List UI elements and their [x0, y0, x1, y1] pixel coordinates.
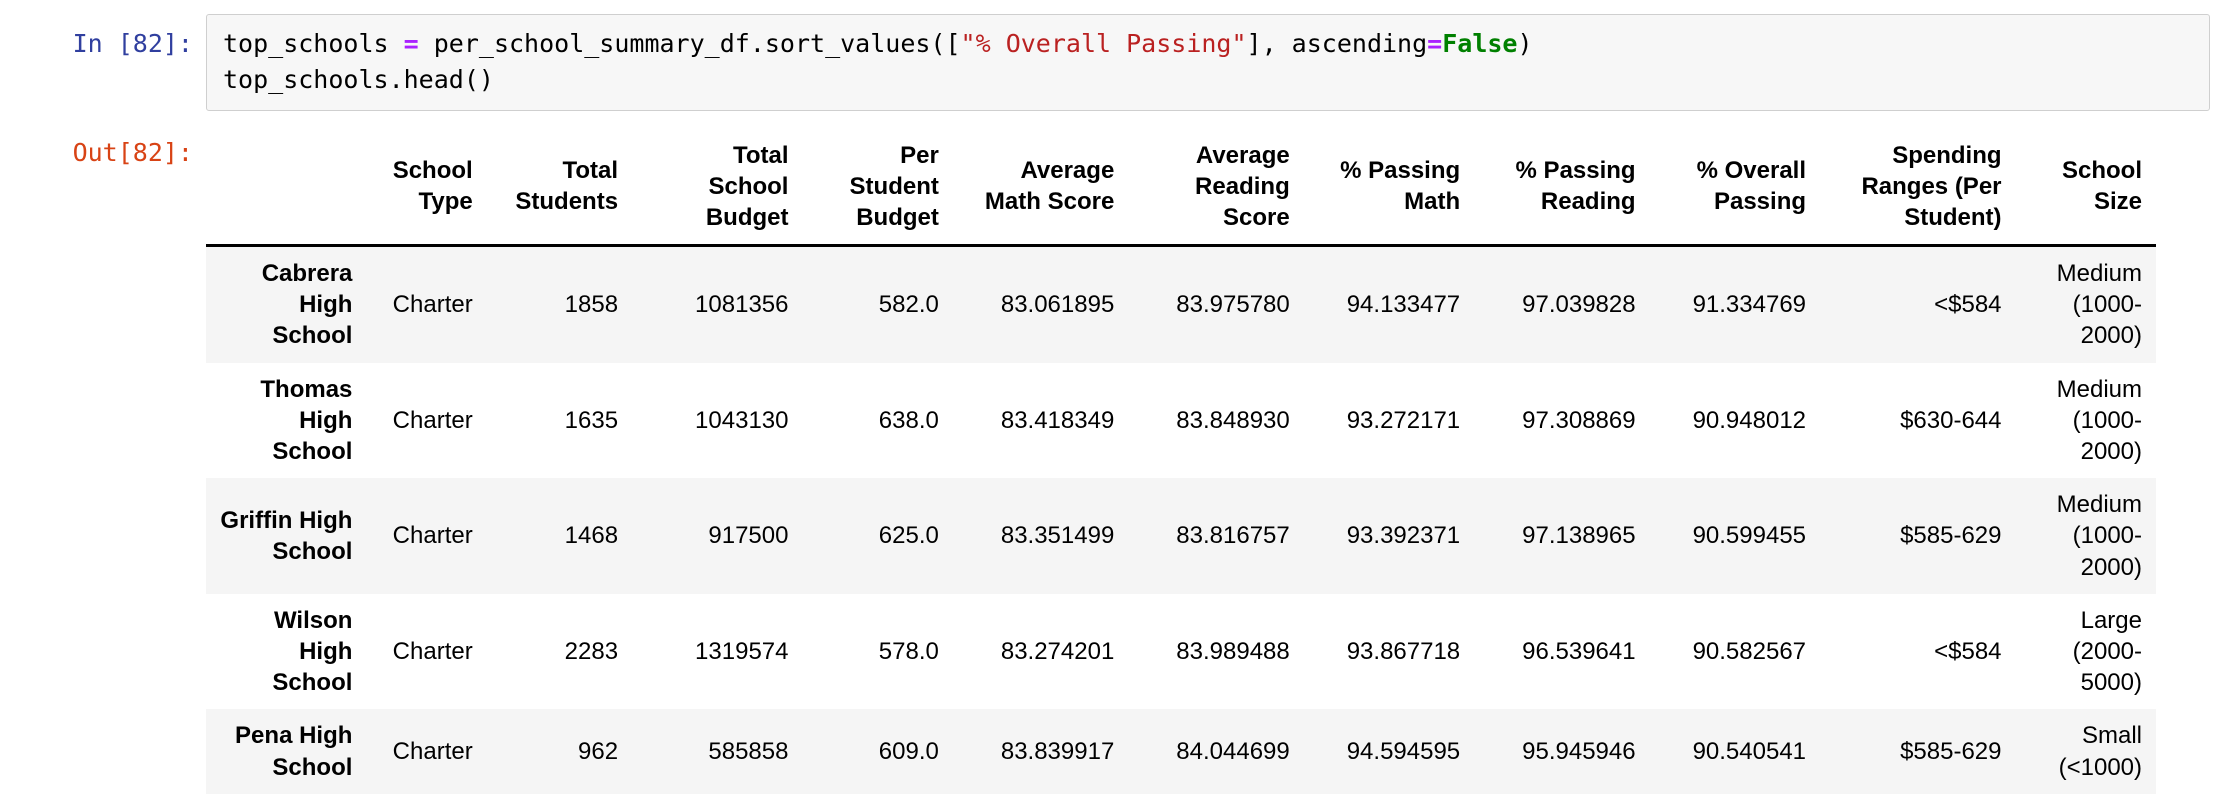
- table-cell: 90.948012: [1692, 406, 1807, 434]
- table-cell: 83.816757: [1176, 522, 1290, 550]
- table-cell: 625.0: [878, 522, 939, 550]
- code-editor[interactable]: top_schools = per_school_summary_df.sort…: [206, 14, 2210, 111]
- table-cell: 83.061895: [1000, 291, 1115, 319]
- table-cell: 90.582567: [1692, 637, 1807, 665]
- table-cell: 83.975780: [1176, 291, 1290, 319]
- table-cell: 90.599455: [1692, 522, 1807, 550]
- table-cell: 1468: [564, 522, 619, 550]
- table-cell: 582.0: [878, 291, 939, 319]
- column-header: Average Reading Score: [1128, 128, 1304, 248]
- column-header: School Size: [2015, 128, 2156, 248]
- table-cell: Small (<1000): [2058, 722, 2142, 781]
- column-header: Per Student Budget: [802, 128, 953, 248]
- table-cell: 93.867718: [1346, 637, 1461, 665]
- table-cell: <$584: [1934, 291, 2002, 319]
- table-cell: 95.945946: [1522, 737, 1636, 765]
- row-header: Thomas High School: [260, 375, 353, 465]
- table-row: Wilson High School Charter 2283 1319574 578.…: [206, 593, 2156, 710]
- code-token: per_school_summary_df.sort_values([: [418, 29, 961, 58]
- column-header: Spending Ranges (Per Student): [1820, 128, 2016, 248]
- table-cell: 917500: [708, 522, 789, 550]
- code-token: top_schools.head(): [223, 65, 494, 95]
- code-token: ], ascending: [1246, 29, 1428, 58]
- table-cell: Charter: [392, 737, 473, 765]
- table-cell: $630-644: [1900, 406, 2002, 434]
- table-cell: 96.539641: [1522, 637, 1636, 665]
- column-header: % Passing Reading: [1474, 128, 1650, 248]
- output-prompt: Out[82]:: [72, 137, 193, 167]
- table-cell: 90.540541: [1692, 737, 1807, 765]
- table-cell: Medium (1000-2000): [2056, 260, 2142, 350]
- code-line: top_schools = per_school_summary_df.sort…: [223, 26, 2193, 62]
- index-column-header: [206, 128, 367, 248]
- table-cell: Charter: [392, 406, 473, 434]
- input-prompt: In [82]:: [72, 29, 193, 58]
- column-header: % Overall Passing: [1649, 128, 1821, 248]
- column-header: Total Students: [486, 128, 633, 248]
- table-cell: 83.848930: [1176, 406, 1290, 434]
- table-cell: Charter: [392, 291, 473, 319]
- table-cell: 638.0: [878, 406, 939, 434]
- code-line: top_schools.head(): [223, 62, 2193, 98]
- table-cell: 962: [578, 737, 619, 765]
- table-cell: 97.138965: [1522, 522, 1636, 550]
- code-token: =: [1427, 29, 1443, 58]
- code-token: top_schools: [223, 29, 404, 58]
- table-cell: 609.0: [878, 737, 939, 765]
- table-cell: 93.392371: [1346, 522, 1461, 550]
- table-cell: Medium (1000-2000): [2056, 491, 2142, 581]
- table-cell: 97.039828: [1522, 291, 1636, 319]
- table-cell: 93.272171: [1346, 406, 1461, 434]
- table-cell: 2283: [564, 637, 619, 665]
- table-row: Griffin High School Charter 1468 917500 625.…: [206, 478, 2156, 594]
- table-cell: Medium (1000-2000): [2056, 375, 2142, 465]
- table-cell: 1081356: [695, 291, 789, 319]
- table-cell: 84.044699: [1176, 737, 1290, 765]
- column-header: Average Math Score: [952, 128, 1129, 248]
- table-cell: <$584: [1934, 637, 2002, 665]
- table-row: Pena High School Charter 962 585858 609.0 83.…: [206, 709, 2156, 794]
- table-cell: 585858: [708, 737, 789, 765]
- table-row: Thomas High School Charter 1635 1043130 638.…: [206, 362, 2156, 479]
- table-cell: 1858: [564, 291, 619, 319]
- table-cell: 83.351499: [1000, 522, 1115, 550]
- table-head: School Type Total Students Total School Bu…: [206, 128, 2156, 248]
- table-cell: 94.594595: [1346, 737, 1461, 765]
- table-cell: 1319574: [695, 637, 789, 665]
- table-cell: $585-629: [1900, 737, 2002, 765]
- input-cell: In [82]: top_schools = per_school_summar…: [0, 14, 2224, 111]
- table-cell: 83.839917: [1000, 737, 1115, 765]
- code-token: False: [1442, 29, 1518, 58]
- table-cell: $585-629: [1900, 522, 2002, 550]
- table-cell: Charter: [392, 522, 473, 550]
- header-row: School Type Total Students Total School Bu…: [206, 128, 2156, 248]
- code-token: =: [403, 29, 419, 58]
- table-cell: Charter: [392, 637, 473, 665]
- output-cell: Out[82]: School Type Total Students Total …: [0, 125, 2224, 794]
- table-cell: 94.133477: [1346, 291, 1461, 319]
- table-cell: 91.334769: [1692, 291, 1807, 319]
- table-cell: 1043130: [695, 406, 789, 434]
- column-header: School Type: [366, 128, 487, 248]
- output-area: School Type Total Students Total School Bu…: [206, 125, 2224, 794]
- row-header: Griffin High School: [220, 506, 353, 565]
- table-cell: 83.418349: [1000, 406, 1115, 434]
- table-body: Cabrera High School Charter 1858 1081356 582…: [206, 245, 2156, 794]
- table-cell: Large (2000-5000): [2072, 606, 2142, 697]
- dataframe-table: School Type Total Students Total School Bu…: [206, 128, 2156, 794]
- row-header: Pena High School: [235, 722, 353, 781]
- table-cell: 97.308869: [1522, 406, 1636, 434]
- table-cell: 83.274201: [1000, 637, 1115, 665]
- code-token: ): [1517, 29, 1533, 58]
- row-header: Wilson High School: [272, 606, 353, 697]
- table-cell: 1635: [564, 406, 619, 434]
- table-cell: 578.0: [878, 637, 939, 665]
- table-row: Cabrera High School Charter 1858 1081356 582…: [206, 245, 2156, 363]
- code-token: "% Overall Passing": [960, 29, 1247, 58]
- row-header: Cabrera High School: [261, 260, 353, 350]
- column-header: % Passing Math: [1303, 128, 1475, 248]
- table-cell: 83.989488: [1176, 637, 1290, 665]
- column-header: Total School Budget: [632, 128, 803, 248]
